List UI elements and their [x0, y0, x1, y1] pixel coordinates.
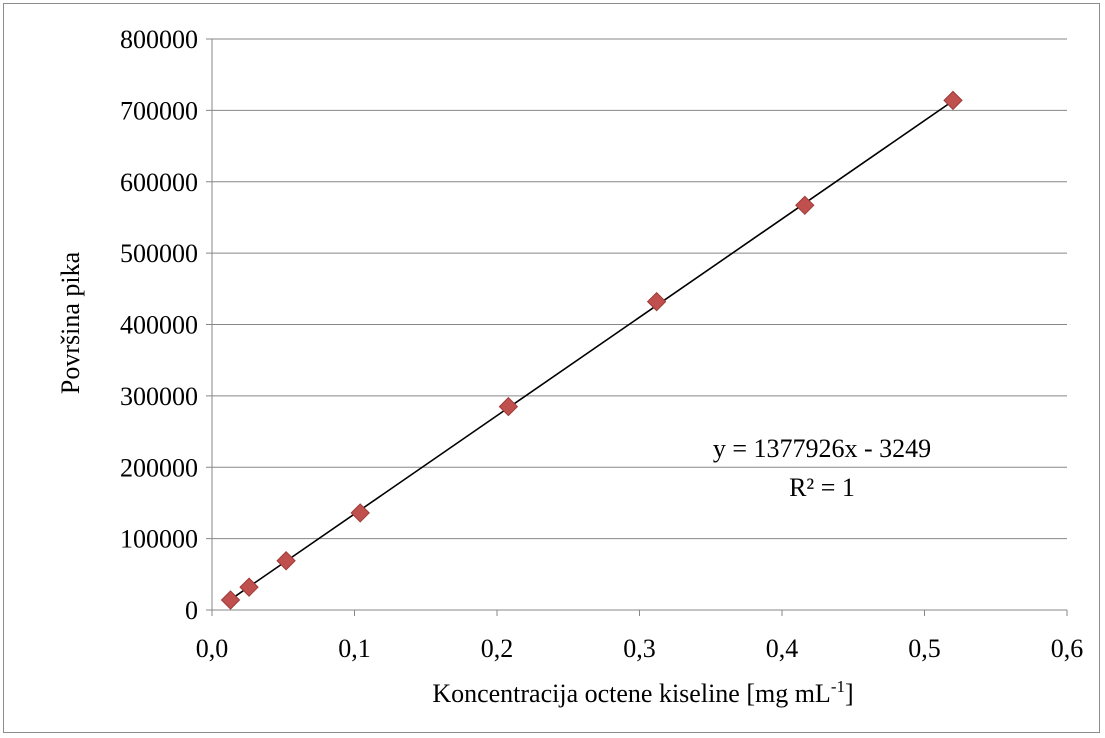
x-tick-label: 0,2: [481, 634, 514, 663]
data-point-marker: [795, 195, 815, 216]
x-tick-label: 0,4: [766, 634, 799, 663]
data-point-marker: [498, 396, 519, 417]
y-tick-label: 700000: [120, 96, 198, 125]
data-point-marker: [239, 577, 259, 597]
data-point-marker: [943, 90, 963, 111]
data-point-marker: [220, 590, 241, 610]
x-axis-title-main: Koncentracija octene kiseline [mg mL: [432, 679, 831, 708]
y-tick-label: 100000: [120, 525, 198, 554]
y-tick-label: 0: [185, 596, 198, 625]
trendline: [230, 100, 954, 601]
data-point-marker: [350, 503, 370, 523]
data-point-marker: [276, 551, 296, 571]
x-tick-label: 0,3: [623, 634, 656, 663]
x-tick-label: 0,5: [908, 634, 941, 663]
y-axis-title: Površina pika: [56, 251, 85, 394]
x-axis-title: Koncentracija octene kiseline [mg mL-1]: [432, 677, 853, 708]
y-tick-label: 200000: [120, 453, 198, 482]
data-point-marker: [646, 291, 667, 312]
x-tick-label: 0,1: [338, 634, 371, 663]
trendline-group: [230, 100, 954, 601]
x-tick-labels: 0,0 0,1 0,2 0,3 0,4 0,5 0,6: [196, 634, 1084, 663]
r-squared-label: R² = 1: [789, 473, 855, 502]
x-axis-title-end: ]: [845, 679, 854, 708]
data-points: [220, 90, 963, 610]
x-axis-title-superscript: -1: [831, 677, 845, 696]
y-tick-labels: 0 100000 200000 300000 400000 500000 600000 700…: [120, 25, 198, 625]
y-tick-label: 500000: [120, 239, 198, 268]
x-tick-label: 0,0: [196, 634, 229, 663]
y-tick-label: 300000: [120, 382, 198, 411]
y-tick-label: 600000: [120, 168, 198, 197]
trendline-equation: y = 1377926x - 3249: [713, 434, 931, 463]
axes: [206, 38, 1068, 616]
y-tick-label: 400000: [120, 311, 198, 340]
y-tick-label: 800000: [120, 25, 198, 54]
gridlines: [212, 38, 1067, 540]
x-tick-label: 0,6: [1051, 634, 1084, 663]
